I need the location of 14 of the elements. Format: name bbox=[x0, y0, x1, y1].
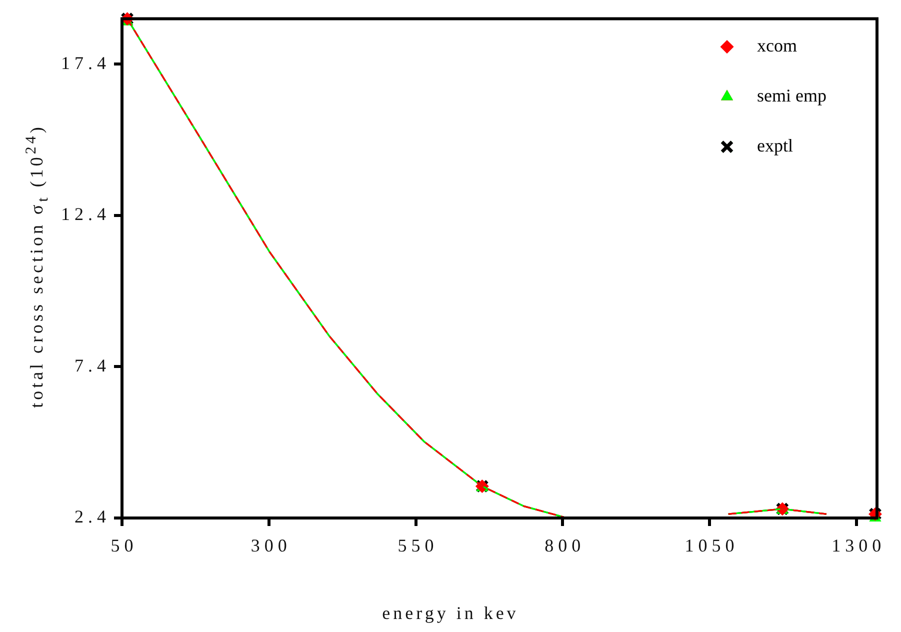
y-tick-label: 1 7 . 4 bbox=[61, 52, 106, 73]
x-tick-label: 5 5 0 bbox=[398, 536, 434, 556]
y-tick-label: 1 2 . 4 bbox=[61, 204, 106, 224]
legend-label: semi emp bbox=[757, 86, 826, 106]
y-tick-label: 2 . 4 bbox=[74, 506, 106, 527]
y-tick-label: 7 . 4 bbox=[74, 355, 106, 376]
x-tick-label: 1 0 5 0 bbox=[684, 536, 734, 556]
legend-label: exptl bbox=[757, 136, 793, 156]
x-axis-title: energy in kev bbox=[381, 603, 520, 624]
x-tick-label: 5 0 bbox=[110, 536, 134, 556]
x-tick-label: 3 0 0 bbox=[250, 536, 287, 556]
x-tick-label: 8 0 0 bbox=[544, 536, 581, 556]
x-tick-label: 1 3 0 0 bbox=[832, 536, 882, 556]
legend-label: xcom bbox=[757, 36, 797, 56]
